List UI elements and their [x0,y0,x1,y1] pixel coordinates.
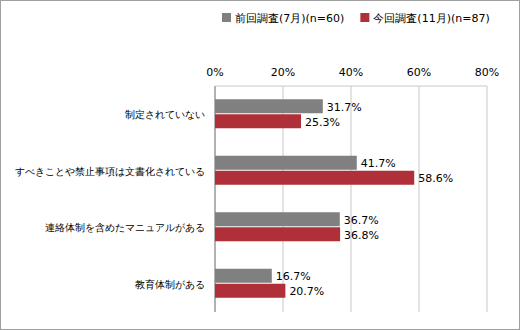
labels: 制定されていない 31.7% 25.3% すべきことや禁止事項は文書化されている 41.… [15,101,453,299]
category-label: 制定されていない [125,109,205,120]
data-label: 36.8% [344,229,379,242]
bar [215,212,340,226]
bar [215,171,414,185]
chart-container: 0% 20% 40% 60% 80% 制定されていない 31.7% 25.3% すべきことや禁止… [0,0,520,330]
grid-line [419,86,420,312]
data-label: 31.7% [327,101,362,114]
bar [215,284,285,298]
legend-label: 前回調査(7月)(n=60) [235,12,344,25]
chart-svg: 0% 20% 40% 60% 80% 制定されていない 31.7% 25.3% すべきことや禁止… [0,0,520,330]
data-label: 20.7% [289,285,324,298]
axis-line [215,86,487,87]
tick-label: 80% [475,66,499,79]
bars [215,99,414,298]
legend: 前回調査(7月)(n=60) 今回調査(11月)(n=87) [222,12,490,25]
tick-label: 0% [206,66,223,79]
tick-label: 40% [339,66,363,79]
bar [215,227,340,241]
grid-line [351,86,352,312]
data-label: 58.6% [418,172,453,185]
bar [215,269,272,283]
grid-line [487,86,488,312]
legend-swatch [360,13,369,22]
data-label: 41.7% [361,157,396,170]
legend-label: 今回調査(11月)(n=87) [373,12,489,25]
chart-frame [1,1,520,330]
bar [215,99,323,113]
legend-swatch [222,13,231,22]
data-label: 36.7% [344,214,379,227]
category-label: 教育体制がある [135,279,205,290]
data-label: 25.3% [305,116,340,129]
category-label: 連絡体制を含めたマニュアルがある [45,222,205,233]
category-label: すべきことや禁止事項は文書化されている [15,166,205,177]
data-label: 16.7% [276,270,311,283]
tick-label: 20% [271,66,295,79]
tick-label: 60% [407,66,431,79]
bar [215,114,301,128]
bar [215,156,357,170]
